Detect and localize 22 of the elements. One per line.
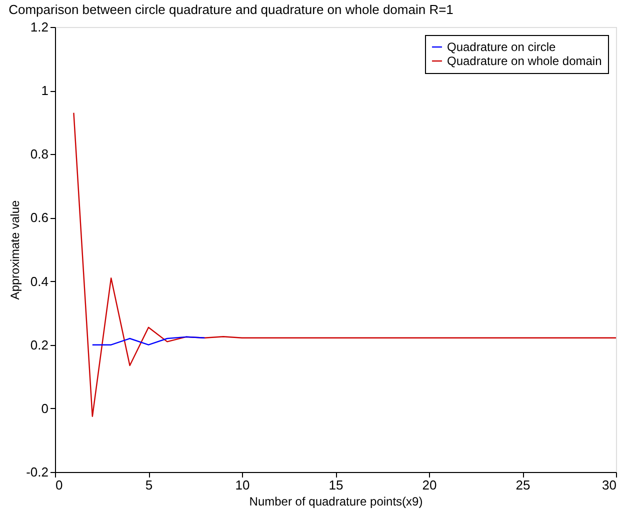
x-axis-title: Number of quadrature points(x9) bbox=[249, 494, 423, 508]
y-tick-label: 0.8 bbox=[30, 146, 48, 162]
x-tick-label: 30 bbox=[602, 478, 616, 492]
y-tick-label: 1 bbox=[41, 83, 48, 98]
legend-label: Quadrature on whole domain bbox=[447, 54, 602, 68]
y-axis-title: Approximate value bbox=[8, 200, 22, 300]
y-tick-label: 0.2 bbox=[30, 337, 48, 352]
x-tick-label: 5 bbox=[145, 478, 153, 492]
y-tick-label: 0.6 bbox=[30, 210, 48, 226]
line-series bbox=[92, 336, 206, 346]
y-tick-label: -0.2 bbox=[26, 464, 48, 480]
y-tick-label: 0 bbox=[41, 400, 48, 416]
legend-label: Quadrature on circle bbox=[447, 40, 556, 54]
chart-title: Comparison between circle quadrature and quadrature on whole domain R=1 bbox=[8, 2, 454, 17]
y-tick-label: 1.2 bbox=[30, 20, 48, 34]
x-tick-label: 0 bbox=[56, 478, 63, 492]
x-tick-label: 10 bbox=[235, 478, 250, 492]
y-tick-label: 0.4 bbox=[30, 274, 48, 289]
x-tick-label: 25 bbox=[516, 478, 530, 492]
line-series bbox=[73, 112, 616, 417]
x-tick-label: 20 bbox=[422, 478, 437, 492]
x-tick-label: 15 bbox=[328, 478, 344, 492]
